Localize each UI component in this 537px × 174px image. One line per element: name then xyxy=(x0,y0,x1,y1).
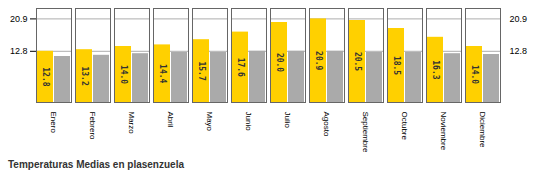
svg-text:15.7: 15.7 xyxy=(197,61,206,80)
svg-text:Agosto: Agosto xyxy=(322,112,331,137)
svg-text:20.9: 20.9 xyxy=(314,51,323,70)
svg-text:18.5: 18.5 xyxy=(392,56,401,75)
svg-text:12.8: 12.8 xyxy=(41,67,50,86)
svg-text:16.3: 16.3 xyxy=(431,60,440,79)
svg-text:12.8: 12.8 xyxy=(510,46,528,56)
svg-text:20.9: 20.9 xyxy=(10,14,28,24)
svg-text:14.4: 14.4 xyxy=(158,64,167,83)
svg-text:Octubre: Octubre xyxy=(400,112,409,141)
svg-text:Marzo: Marzo xyxy=(127,112,136,135)
svg-text:20.0: 20.0 xyxy=(275,53,284,72)
svg-text:Diciembre: Diciembre xyxy=(478,112,487,149)
svg-text:Junio: Junio xyxy=(244,112,253,132)
svg-text:Mayo: Mayo xyxy=(205,112,214,132)
svg-text:Febrero: Febrero xyxy=(88,112,97,141)
html-text:Temperaturas Medias en plasenz: Temperaturas Medias en plasenzuela xyxy=(8,159,184,170)
svg-text:20.5: 20.5 xyxy=(353,52,362,71)
svg-text:Julio: Julio xyxy=(283,112,292,129)
svg-text:Septiembre: Septiembre xyxy=(361,112,370,153)
svg-text:17.6: 17.6 xyxy=(236,58,245,77)
svg-text:13.2: 13.2 xyxy=(80,66,89,85)
svg-text:Abril: Abril xyxy=(166,112,175,128)
svg-text:Enero: Enero xyxy=(49,112,58,134)
svg-text:14.0: 14.0 xyxy=(470,65,479,84)
svg-text:20.9: 20.9 xyxy=(510,14,528,24)
svg-text:Noviembre: Noviembre xyxy=(439,112,448,151)
svg-text:14.0: 14.0 xyxy=(119,65,128,84)
svg-text:12.8: 12.8 xyxy=(10,46,28,56)
